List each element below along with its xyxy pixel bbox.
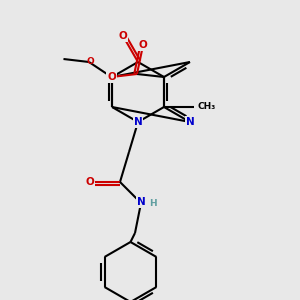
Text: N: N [186,117,194,127]
Text: CH₃: CH₃ [198,103,216,112]
Text: N: N [134,117,142,127]
Text: O: O [139,40,147,50]
Text: N: N [136,197,146,207]
Text: O: O [85,177,94,187]
Text: H: H [149,200,157,208]
Text: O: O [86,56,94,65]
Text: O: O [107,72,116,82]
Text: O: O [118,31,127,41]
